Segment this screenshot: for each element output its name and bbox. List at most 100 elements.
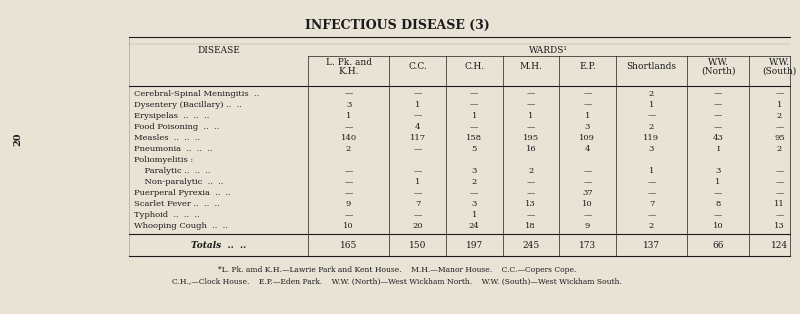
Text: —: — [470,100,478,109]
Text: —: — [583,100,592,109]
Text: 1: 1 [585,112,590,120]
Text: C.H.: C.H. [464,62,484,71]
Text: W.W.: W.W. [769,58,790,67]
Text: —: — [775,178,784,186]
Text: —: — [470,89,478,98]
Text: —: — [775,167,784,175]
Text: M.H.: M.H. [519,62,542,71]
Text: 3: 3 [649,145,654,153]
Text: —: — [414,89,422,98]
Text: Scarlet Fever ..  ..  ..: Scarlet Fever .. .. .. [134,200,220,208]
Text: 3: 3 [471,200,477,208]
Text: Non-paralytic  ..  ..: Non-paralytic .. .. [134,178,223,186]
Text: —: — [775,211,784,219]
Text: —: — [344,178,353,186]
Text: 1: 1 [649,167,654,175]
Text: 2: 2 [777,112,782,120]
Text: Typhoid  ..  ..  ..: Typhoid .. .. .. [134,211,200,219]
Text: —: — [344,211,353,219]
Text: 195: 195 [522,134,539,142]
Text: 4: 4 [415,123,420,131]
Text: 11: 11 [774,200,785,208]
Text: —: — [714,112,722,120]
Text: 245: 245 [522,241,539,250]
Text: —: — [775,123,784,131]
Text: E.P.: E.P. [579,62,596,71]
Text: —: — [526,211,535,219]
Text: 1: 1 [415,178,420,186]
Text: 2: 2 [777,145,782,153]
Text: 1: 1 [471,112,477,120]
Text: —: — [714,100,722,109]
Text: 18: 18 [526,222,536,230]
Text: 2: 2 [471,178,477,186]
Text: 4: 4 [585,145,590,153]
Text: Whooping Cough  ..  ..: Whooping Cough .. .. [134,222,228,230]
Text: 117: 117 [410,134,426,142]
Text: —: — [526,123,535,131]
Text: Measles  ..  ..  ..: Measles .. .. .. [134,134,200,142]
Text: —: — [583,167,592,175]
Text: Erysipelas  ..  ..  ..: Erysipelas .. .. .. [134,112,210,120]
Text: W.W.: W.W. [707,58,729,67]
Text: INFECTIOUS DISEASE (3): INFECTIOUS DISEASE (3) [305,19,490,32]
Text: —: — [344,89,353,98]
Text: 5: 5 [471,145,477,153]
Text: —: — [714,89,722,98]
Text: 24: 24 [469,222,479,230]
Text: 2: 2 [346,145,351,153]
Text: —: — [714,189,722,197]
Text: 137: 137 [643,241,660,250]
Text: 2: 2 [649,89,654,98]
Text: I: I [716,145,720,153]
Text: 197: 197 [466,241,483,250]
Text: —: — [775,189,784,197]
Text: 173: 173 [579,241,596,250]
Text: 119: 119 [643,134,659,142]
Text: 2: 2 [649,222,654,230]
Text: 158: 158 [466,134,482,142]
Text: (North): (North) [701,67,735,76]
Text: —: — [344,167,353,175]
Text: —: — [583,89,592,98]
Text: 9: 9 [346,200,351,208]
Text: 7: 7 [649,200,654,208]
Text: 37: 37 [582,189,593,197]
Text: 66: 66 [712,241,724,250]
Text: 95: 95 [774,134,785,142]
Text: 20: 20 [412,222,423,230]
Text: C.C.: C.C. [408,62,427,71]
Text: C.H.,—Clock House.    E.P.—Eden Park.    W.W. (North)—West Wickham North.    W.W: C.H.,—Clock House. E.P.—Eden Park. W.W. … [172,278,622,286]
Text: 2: 2 [528,167,534,175]
Text: Poliomyelitis :: Poliomyelitis : [134,156,194,164]
Text: 124: 124 [771,241,788,250]
Text: —: — [714,211,722,219]
Text: Dysentery (Bacillary) ..  ..: Dysentery (Bacillary) .. .. [134,100,242,109]
Text: WARDS¹: WARDS¹ [530,46,568,55]
Text: 3: 3 [346,100,351,109]
Text: —: — [647,189,656,197]
Text: 1: 1 [346,112,351,120]
Text: —: — [470,123,478,131]
Text: —: — [526,189,535,197]
Text: —: — [583,178,592,186]
Text: —: — [344,123,353,131]
Text: —: — [414,112,422,120]
Text: Food Poisoning  ..  ..: Food Poisoning .. .. [134,123,219,131]
Text: —: — [414,189,422,197]
Text: 13: 13 [774,222,785,230]
Text: 10: 10 [713,222,723,230]
Text: 1: 1 [649,100,654,109]
Text: —: — [526,178,535,186]
Text: —: — [470,189,478,197]
Text: Shortlands: Shortlands [626,62,677,71]
Text: 10: 10 [343,222,354,230]
Text: 43: 43 [713,134,723,142]
Text: 1: 1 [777,100,782,109]
Text: 140: 140 [341,134,357,142]
Text: —: — [583,211,592,219]
Text: Paralytic ..  ..  ..: Paralytic .. .. .. [134,167,210,175]
Text: —: — [647,112,656,120]
Text: —: — [414,167,422,175]
Text: (South): (South) [762,67,797,76]
